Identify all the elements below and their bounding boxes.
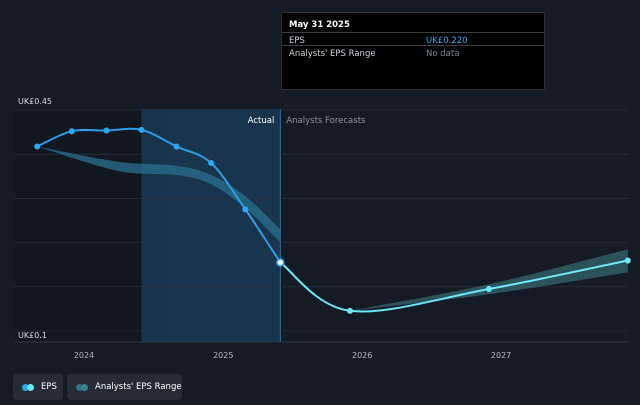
chart-tooltip: May 31 2025 EPS UK£0.220 Analysts' EPS R…	[281, 12, 545, 90]
forecast-label: Analysts Forecasts	[286, 116, 366, 126]
eps-point	[242, 206, 249, 213]
tooltip-eps-label: EPS	[289, 36, 305, 46]
tooltip-range-label: Analysts' EPS Range	[289, 49, 376, 59]
eps-point	[103, 127, 110, 134]
x-tick-label: 2024	[74, 351, 94, 360]
forecast-point	[485, 285, 492, 292]
legend-range[interactable]: Analysts' EPS Range	[67, 374, 182, 400]
tooltip-range-value: No data	[426, 49, 460, 59]
tooltip-row-eps: EPS UK£0.220	[282, 32, 544, 46]
eps-point	[68, 128, 75, 135]
eps-legend-icon	[22, 383, 36, 391]
x-tick-label: 2026	[352, 351, 372, 360]
forecast-point	[624, 257, 631, 264]
tooltip-row-range: Analysts' EPS Range No data	[282, 45, 544, 59]
y-tick-min: UK£0.1	[18, 331, 47, 340]
actual-label: Actual	[248, 116, 275, 126]
y-tick-max: UK£0.45	[18, 97, 52, 106]
x-tick-label: 2027	[491, 351, 511, 360]
tooltip-date: May 31 2025	[289, 20, 350, 30]
forecast-range-band	[350, 249, 628, 311]
eps-point	[276, 258, 285, 267]
legend-eps[interactable]: EPS	[13, 374, 63, 400]
eps-range-band	[37, 146, 281, 243]
tooltip-eps-value: UK£0.220	[426, 36, 468, 46]
forecast-point	[347, 307, 354, 314]
eps-point	[34, 143, 41, 150]
legend-eps-label: EPS	[41, 382, 57, 392]
eps-point	[138, 126, 145, 133]
range-legend-icon	[76, 383, 90, 391]
eps-point	[208, 160, 215, 167]
eps-point	[173, 143, 180, 150]
x-tick-label: 2025	[213, 351, 233, 360]
legend-range-label: Analysts' EPS Range	[95, 382, 182, 392]
eps-forecast-line	[279, 259, 628, 313]
actual-region	[141, 109, 281, 342]
